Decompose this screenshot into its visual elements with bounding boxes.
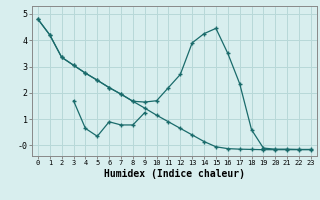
X-axis label: Humidex (Indice chaleur): Humidex (Indice chaleur): [104, 169, 245, 179]
